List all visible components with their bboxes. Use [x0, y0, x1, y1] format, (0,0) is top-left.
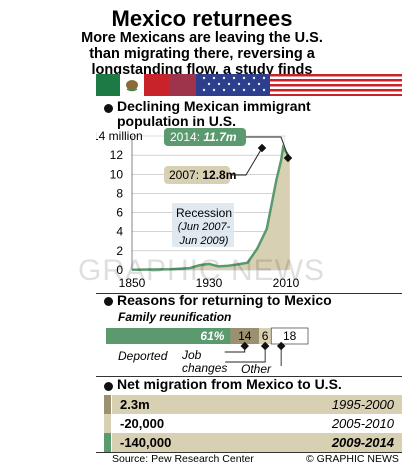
reason-bars — [106, 327, 309, 345]
y-tick-label: 8 — [116, 186, 123, 200]
reason-bar — [270, 327, 309, 345]
mexico-flag-icon — [96, 74, 170, 96]
net-value: -140,000 — [120, 435, 172, 450]
deported-label: Deported — [118, 349, 168, 363]
callout-leader — [246, 136, 290, 160]
x-tick-labels: 1850 1930 2010 — [119, 276, 300, 290]
x-tick-label: 1850 — [119, 276, 146, 290]
y-tick-label: 4 — [116, 225, 123, 239]
callout-text: 2014: 11.7m — [170, 130, 237, 144]
net-value: -20,000 — [120, 416, 165, 431]
net-period: 2005-2010 — [331, 416, 394, 431]
x-tick-label: 1930 — [196, 276, 223, 290]
credit: © GRAPHIC NEWS — [306, 453, 399, 465]
reason-value: 14 — [238, 329, 252, 343]
x-tick-label: 2010 — [273, 276, 300, 290]
net-value: 2.3m — [120, 397, 150, 412]
reason-value: 61% — [200, 329, 224, 343]
callout-marker — [260, 341, 270, 351]
recession-period: (Jun 2007-Jun 2009) — [177, 221, 231, 247]
y-tick-label: 12 — [110, 148, 124, 162]
callout-text: 2007: 12.8m — [169, 168, 236, 182]
row-marker — [104, 414, 111, 433]
callout-marker — [257, 143, 267, 153]
usa-flag-icon — [170, 74, 402, 96]
table-row: -20,000 2005-2010 — [112, 414, 402, 433]
section2-title: Reasons for returning to Mexico — [117, 292, 332, 308]
section1-title: Declining Mexican immigrant population i… — [117, 99, 311, 129]
recession-label: Recession (Jun 2007-Jun 2009) — [170, 206, 238, 248]
flag-banner — [96, 74, 402, 96]
immigrant-population-chart: 14 million 12 10 8 6 4 2 0 1850 1930 2010 2014: 1… — [96, 128, 300, 290]
job-changes-label: Job changes — [182, 349, 227, 375]
reason-values: 61% 14 6 18 — [200, 329, 296, 343]
divider — [96, 452, 402, 453]
family-reunification-label: Family reunification — [118, 310, 232, 324]
section-bullet — [104, 382, 113, 391]
reasons-bar-chart: 61% 14 6 18 — [106, 327, 309, 366]
reason-value: 18 — [283, 329, 297, 343]
population-area — [132, 147, 290, 270]
section-bullet — [104, 104, 113, 113]
y-tick-label: 14 million — [96, 129, 143, 143]
callout-year: 2014: — [170, 130, 203, 144]
divider — [96, 293, 402, 294]
job-label-line2: changes — [182, 361, 228, 375]
section-bullet — [104, 297, 113, 306]
job-label-line1: Job — [182, 348, 202, 362]
divider — [96, 376, 402, 377]
callout-leader — [230, 147, 263, 176]
net-period: 1995-2000 — [331, 397, 394, 412]
reason-bar — [259, 328, 272, 344]
callout-marker — [283, 153, 293, 163]
net-migration-bars — [104, 395, 111, 452]
recession-label-box — [172, 203, 234, 247]
page-title: Mexico returnees — [111, 6, 293, 31]
callout-year: 2007: — [169, 168, 202, 182]
annotations: 2014: 11.7m 2007: 12.8m — [164, 128, 293, 184]
callout-marker — [240, 341, 249, 351]
watermark: GRAPHIC NEWS — [78, 254, 326, 287]
callout-box — [164, 166, 230, 184]
row-marker — [104, 395, 111, 414]
subtitle-line-1: More Mexicans are leaving the U.S. — [81, 30, 323, 46]
section1-title-line-2: population in U.S. — [117, 113, 236, 129]
subtitle: More Mexicans are leaving the U.S. than … — [0, 30, 404, 78]
y-tick-label: 2 — [116, 244, 123, 258]
net-period: 2009-2014 — [331, 435, 394, 450]
callout-value: 11.7m — [203, 130, 236, 144]
other-label: Other — [241, 362, 272, 376]
callout-box — [164, 128, 246, 146]
y-tick-labels: 14 million 12 10 8 6 4 2 0 — [96, 129, 143, 277]
table-row: -140,000 2009-2014 — [112, 433, 402, 452]
section1-title-line-1: Declining Mexican immigrant — [117, 98, 311, 114]
table-row: 2.3m 1995-2000 — [112, 395, 402, 414]
y-tick-label: 6 — [116, 206, 123, 220]
reason-value: 6 — [262, 329, 269, 343]
population-line — [131, 144, 291, 272]
callout-marker — [276, 341, 286, 351]
reason-bar — [230, 328, 260, 344]
reason-callouts — [224, 341, 286, 366]
subtitle-line-2: than migrating there, reversing a — [89, 46, 315, 62]
callout-2014: 2014: 11.7m — [164, 128, 293, 163]
section3-title: Net migration from Mexico to U.S. — [117, 376, 342, 392]
y-tick-label: 10 — [110, 167, 124, 181]
row-marker — [104, 433, 111, 452]
callout-2007: 2007: 12.8m — [164, 143, 267, 184]
recession-title: Recession — [175, 206, 233, 220]
y-tick-label: 0 — [116, 263, 123, 277]
callout-value: 12.8m — [202, 168, 236, 182]
source-note: Source: Pew Research Center — [112, 453, 254, 465]
reason-bar — [106, 328, 231, 344]
net-migration-table: 2.3m 1995-2000 -20,000 2005-2010 -140,00… — [112, 395, 402, 452]
